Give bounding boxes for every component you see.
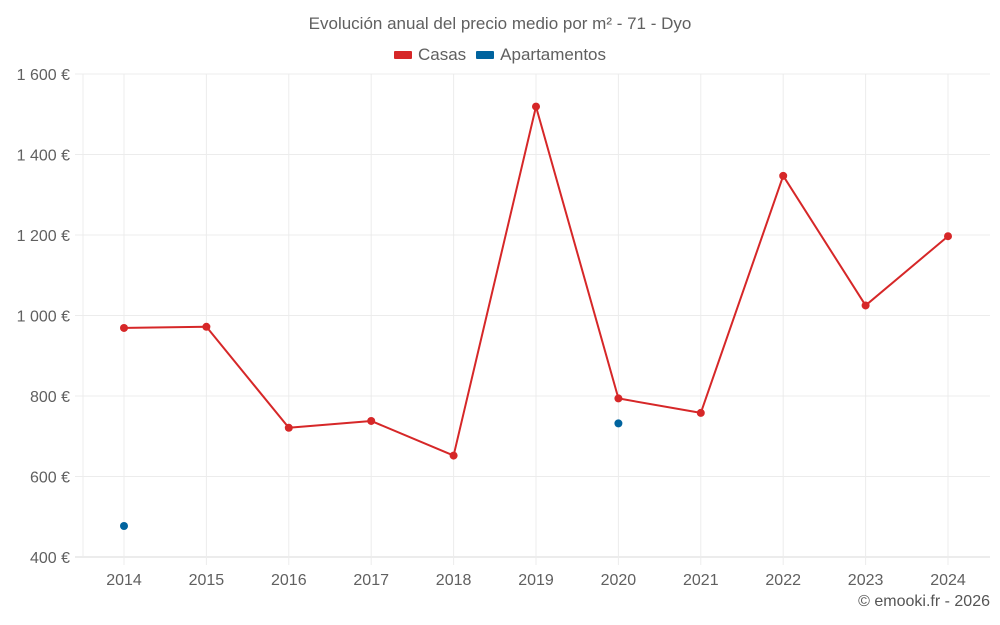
y-tick-label: 400 € — [30, 550, 70, 567]
data-point-casas[interactable]: Casas 2018: 652 € — [449, 451, 458, 460]
y-axis: 400 € 600 € 800 € 1 000 € 1 200 € 1 400 € 1 60… — [17, 67, 70, 567]
legend-label-apartamentos: Apartamentos — [500, 45, 607, 64]
x-tick-label: 2021 — [683, 572, 719, 589]
legend-item-casas[interactable]: Casas — [393, 45, 467, 65]
x-tick-label: 2020 — [601, 572, 637, 589]
data-point-casas[interactable]: Casas 2021: 758 € — [696, 408, 705, 417]
credit-text: © emooki.fr - 2026 — [858, 593, 990, 610]
legend-swatch-apartamentos — [476, 51, 495, 59]
data-point-casas[interactable]: Casas 2017: 738 € — [367, 416, 376, 425]
x-tick-label: 2023 — [848, 572, 884, 589]
data-point-casas[interactable]: Casas 2023: 1025 € — [861, 301, 870, 310]
x-tick-label: 2022 — [765, 572, 801, 589]
y-tick-label: 1 200 € — [17, 228, 70, 245]
data-point-casas[interactable]: Casas 2024: 1197 € — [944, 232, 952, 241]
data-point-casas[interactable]: Casas 2014: 969 € — [120, 323, 128, 332]
y-tick-label: 1 000 € — [17, 309, 70, 326]
data-point-casas[interactable]: Casas 2020: 794 € — [614, 394, 623, 403]
data-point-apartamentos[interactable]: Apartamentos 2020: 732 € — [614, 419, 623, 428]
data-point-casas[interactable]: Casas 2015: 972 € — [202, 322, 211, 331]
grid — [75, 73, 990, 565]
y-tick-label: 1 600 € — [17, 67, 70, 84]
x-tick-label: 2024 — [930, 572, 966, 589]
series-layer: Casas 2014: 969 € Casas 2015: 972 € Casas … — [120, 102, 952, 531]
x-tick-label: 2019 — [518, 572, 554, 589]
x-tick-label: 2016 — [271, 572, 307, 589]
x-axis: 2014 2015 2016 2017 2018 2019 2020 2021 2022 2023… — [106, 572, 966, 589]
y-tick-label: 600 € — [30, 470, 70, 487]
x-tick-label: 2018 — [436, 572, 472, 589]
y-tick-label: 1 400 € — [17, 148, 70, 165]
data-point-casas[interactable]: Casas 2022: 1347 € — [779, 171, 788, 180]
x-tick-label: 2014 — [106, 572, 142, 589]
legend-swatch-casas — [393, 51, 412, 59]
x-tick-label: 2017 — [353, 572, 389, 589]
data-point-casas[interactable]: Casas 2016: 721 € — [284, 423, 293, 432]
legend-label-casas: Casas — [417, 45, 467, 64]
legend: Casas Apartamentos — [0, 45, 1000, 65]
y-tick-label: 800 € — [30, 389, 70, 406]
chart-title: Evolución anual del precio medio por m² … — [308, 14, 692, 33]
x-tick-label: 2015 — [189, 572, 225, 589]
legend-item-apartamentos[interactable]: Apartamentos — [476, 45, 606, 65]
data-point-apartamentos[interactable]: Apartamentos 2014: 477 € — [120, 522, 128, 531]
data-point-casas[interactable]: Casas 2019: 1519 € — [532, 102, 540, 111]
